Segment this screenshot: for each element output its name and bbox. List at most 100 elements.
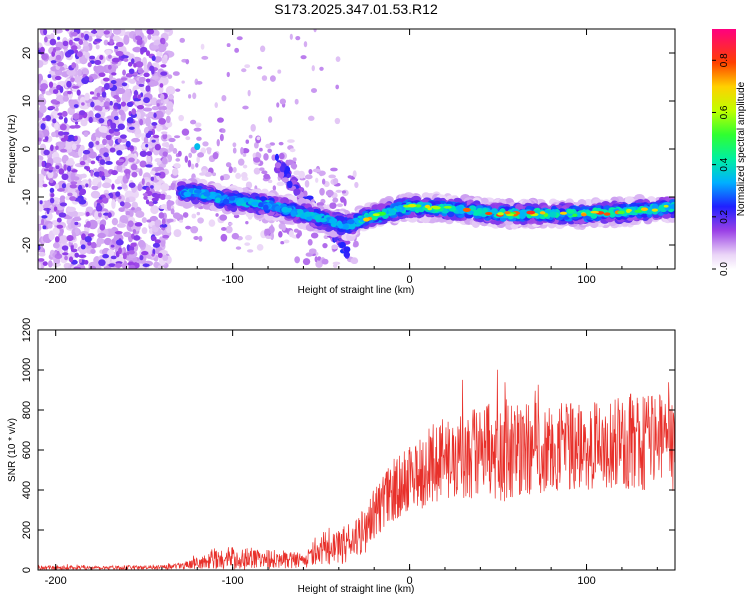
noise-cell	[331, 244, 339, 250]
arc-cell	[274, 162, 282, 169]
noise-cell	[48, 166, 54, 171]
noise-cell	[94, 38, 103, 42]
noise-cell	[52, 156, 63, 164]
noise-cell	[43, 168, 50, 172]
noise-cell	[108, 263, 116, 268]
noise-cell	[237, 158, 245, 166]
noise-cell	[96, 237, 102, 248]
noise-cell	[173, 163, 181, 169]
noise-cell	[175, 158, 181, 162]
noise-cell	[101, 91, 107, 98]
noise-cell	[185, 136, 191, 141]
noise-cell	[217, 117, 224, 123]
noise-cell	[325, 189, 334, 197]
noise-cell	[98, 166, 105, 173]
noise-cell	[216, 139, 220, 147]
noise-cell	[107, 249, 115, 258]
arc-cell	[293, 188, 301, 196]
noise-cell	[94, 65, 105, 75]
noise-cell	[62, 252, 69, 256]
noise-cell	[72, 112, 80, 120]
noise-cell	[72, 216, 82, 222]
noise-cell	[278, 141, 284, 146]
noise-cell	[151, 253, 155, 257]
noise-cell	[71, 143, 77, 151]
noise-cell	[289, 148, 296, 153]
noise-cell	[259, 147, 263, 152]
noise-cell	[81, 173, 87, 179]
noise-cell	[55, 41, 64, 48]
noise-cell	[49, 178, 54, 184]
noise-cell	[90, 241, 97, 249]
noise-cell	[242, 153, 247, 157]
noise-cell	[302, 258, 311, 266]
noise-cell	[125, 140, 131, 148]
noise-cell	[215, 213, 219, 217]
noise-cell	[103, 83, 110, 90]
noise-cell	[160, 100, 165, 104]
noise-cell	[132, 33, 137, 43]
noise-cell	[117, 186, 123, 190]
noise-cell	[192, 92, 197, 100]
noise-cell	[76, 89, 81, 96]
noise-cell	[232, 166, 237, 173]
noise-cell	[336, 203, 344, 208]
noise-cell	[109, 100, 113, 106]
ridge-cell	[203, 191, 211, 197]
noise-cell	[343, 198, 347, 207]
noise-cell	[151, 105, 160, 111]
noise-cell	[84, 92, 90, 101]
noise-cell	[160, 223, 168, 228]
noise-cell	[130, 163, 138, 171]
noise-cell	[41, 160, 46, 168]
noise-cell	[157, 265, 163, 269]
snr-x-tick-label: -100	[222, 575, 244, 587]
ridge-cell	[281, 206, 289, 213]
noise-cell	[107, 64, 112, 70]
noise-cell	[235, 172, 242, 179]
noise-cell	[234, 47, 240, 53]
noise-cell	[93, 65, 98, 72]
noise-cell	[145, 116, 152, 127]
noise-cell	[168, 94, 174, 100]
noise-cell	[321, 178, 326, 185]
noise-cell	[332, 263, 338, 269]
ridge-peak	[424, 204, 431, 209]
noise-cell	[281, 223, 286, 232]
noise-cell	[156, 50, 163, 58]
noise-cell	[111, 199, 116, 210]
noise-cell	[119, 134, 127, 139]
noise-cell	[51, 220, 59, 226]
noise-cell	[68, 39, 73, 46]
noise-cell	[50, 193, 55, 198]
noise-cell	[304, 180, 310, 188]
noise-cell	[38, 179, 43, 188]
noise-cell	[221, 95, 227, 102]
noise-cell	[114, 231, 123, 235]
arc-cell	[286, 173, 291, 178]
noise-cell	[114, 45, 119, 50]
noise-cell	[49, 187, 55, 193]
ridge-cell	[296, 208, 304, 215]
noise-cell	[103, 101, 110, 108]
colorbar-tick-label: 0.4	[719, 157, 730, 171]
noise-cell	[107, 54, 112, 59]
noise-cell	[145, 143, 149, 148]
noise-cell	[73, 266, 82, 269]
noise-cell	[133, 234, 141, 241]
noise-cell	[170, 182, 176, 191]
noise-cell	[314, 256, 318, 263]
arc-cell	[339, 241, 346, 249]
ridge-cell	[475, 209, 483, 215]
noise-cell	[66, 165, 72, 172]
noise-cell	[154, 172, 161, 176]
noise-cell	[145, 78, 151, 83]
noise-cell	[267, 179, 273, 184]
noise-cell	[311, 65, 315, 72]
noise-cell	[38, 224, 42, 232]
noise-cell	[58, 115, 64, 120]
ridge-cell	[566, 209, 575, 214]
noise-cell	[131, 108, 137, 115]
noise-cell	[139, 150, 148, 157]
